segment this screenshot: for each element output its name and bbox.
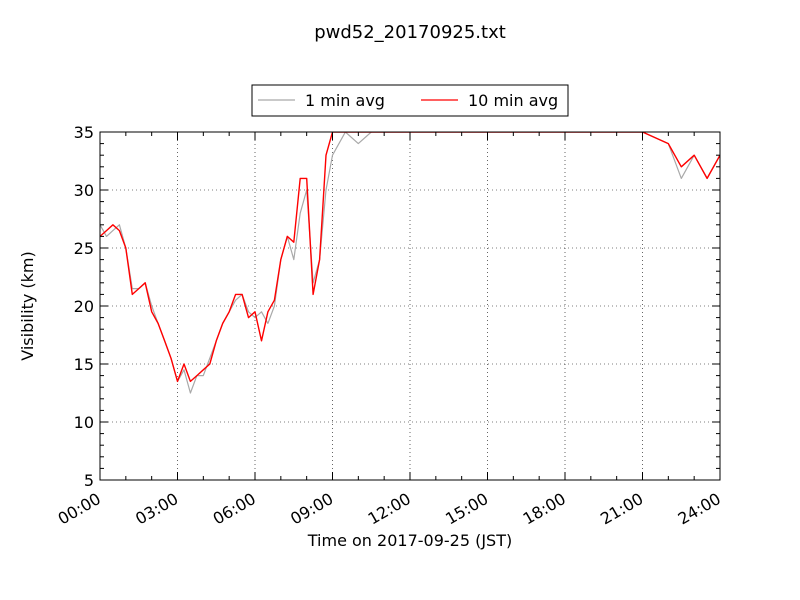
y-axis-label: Visibility (km)	[18, 251, 37, 360]
y-tick-label: 5	[84, 471, 94, 490]
y-tick-label: 25	[74, 239, 94, 258]
tick-layer	[99, 131, 721, 481]
series-line-10min	[100, 132, 720, 383]
y-tick-labels: 5 10 15 20 25 30 35	[74, 123, 94, 490]
legend-box	[251, 84, 569, 117]
legend: 1 min avg 10 min avg	[251, 84, 569, 117]
y-tick-label: 20	[74, 297, 94, 316]
y-tick-label: 30	[74, 181, 94, 200]
series-layer	[100, 132, 720, 394]
grid-layer	[100, 132, 720, 480]
y-tick-label: 15	[74, 355, 94, 374]
legend-label-10min: 10 min avg	[468, 91, 558, 110]
y-tick-label: 35	[74, 123, 94, 142]
x-axis-label: Time on 2017-09-25 (JST)	[307, 531, 512, 550]
legend-label-1min: 1 min avg	[305, 91, 385, 110]
chart-title: pwd52_20170925.txt	[314, 22, 506, 43]
y-tick-label: 10	[74, 413, 94, 432]
